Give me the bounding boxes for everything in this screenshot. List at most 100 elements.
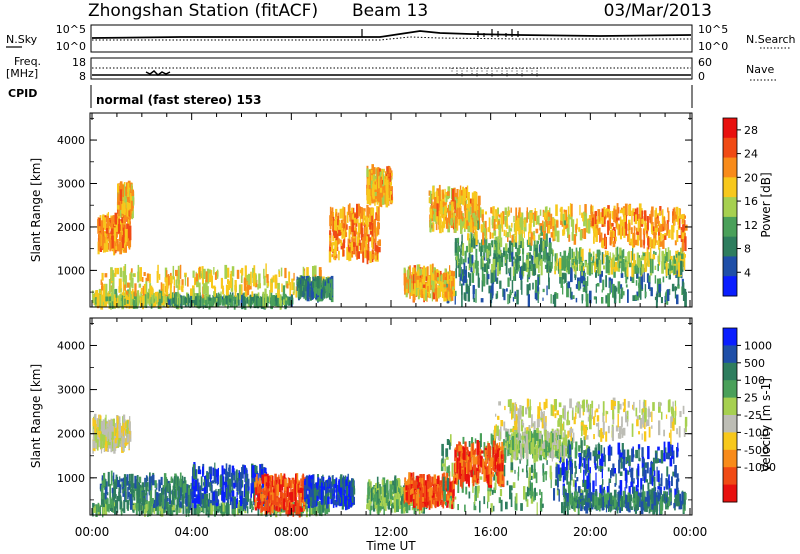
heatmap-cell	[124, 284, 126, 291]
heatmap-cell	[129, 473, 131, 487]
heatmap-cell	[514, 252, 518, 257]
heatmap-cell	[563, 220, 566, 226]
heatmap-cell	[143, 500, 146, 510]
heatmap-cell	[589, 290, 592, 304]
heatmap-cell	[573, 234, 577, 245]
heatmap-cell	[674, 240, 677, 246]
heatmap-cell	[611, 222, 614, 227]
heatmap-cell	[315, 280, 318, 296]
heatmap-cell	[536, 290, 540, 299]
heatmap-cell	[212, 480, 215, 484]
heatmap-cell	[646, 229, 648, 234]
heatmap-cell	[356, 203, 359, 219]
heatmap-cell	[229, 491, 232, 506]
heatmap-cell	[648, 275, 651, 284]
heatmap-cell	[145, 482, 147, 496]
heatmap-cell	[286, 296, 289, 303]
heatmap-cell	[130, 200, 133, 211]
heatmap-cell	[542, 240, 545, 251]
heatmap-cell	[181, 494, 184, 508]
heatmap-cell	[511, 251, 514, 267]
heatmap-cell	[481, 213, 484, 221]
heatmap-cell	[249, 498, 252, 509]
heatmap-cell	[499, 224, 502, 238]
heatmap-cell	[498, 258, 501, 271]
heatmap-cell	[329, 277, 331, 292]
heatmap-cell	[426, 266, 429, 279]
heatmap-cell	[459, 258, 462, 274]
heatmap-cell	[282, 285, 286, 300]
heatmap-cell	[646, 273, 650, 283]
heatmap-cell	[583, 280, 585, 285]
heatmap-cell	[516, 262, 519, 270]
heatmap-cell	[236, 502, 240, 515]
heatmap-cell	[117, 224, 121, 234]
heatmap-cell	[575, 284, 579, 289]
heatmap-cell	[413, 283, 416, 297]
heatmap-cell	[223, 501, 225, 510]
heatmap-cell	[453, 211, 455, 221]
heatmap-cell	[613, 285, 617, 299]
heatmap-cell	[514, 258, 516, 264]
heatmap-cell	[269, 504, 272, 515]
heatmap-cell	[593, 236, 595, 244]
heatmap-cell	[318, 501, 320, 514]
heatmap-cell	[175, 279, 178, 288]
heatmap-cell	[164, 485, 167, 500]
heatmap-cell	[583, 212, 586, 216]
heatmap-cell	[261, 480, 264, 488]
heatmap-cell	[435, 269, 438, 276]
heatmap-cell	[435, 206, 437, 220]
heatmap-cell	[172, 265, 175, 280]
heatmap-cell	[268, 485, 271, 496]
heatmap-cell	[118, 278, 121, 290]
heatmap-cell	[145, 281, 148, 293]
heatmap-cell	[180, 484, 182, 499]
heatmap-cell	[145, 475, 148, 484]
heatmap-cell	[119, 241, 122, 255]
heatmap-cell	[628, 222, 631, 231]
heatmap-cell	[298, 481, 300, 488]
heatmap-cell	[370, 208, 373, 216]
heatmap-cell	[315, 277, 317, 287]
heatmap-cell	[510, 207, 512, 213]
heatmap-cell	[456, 189, 459, 203]
heatmap-cell	[267, 499, 269, 511]
heatmap-cell	[591, 256, 593, 261]
heatmap-cell	[247, 273, 251, 285]
heatmap-cell	[133, 485, 136, 498]
heatmap-cell	[285, 506, 288, 515]
heatmap-cell	[202, 493, 204, 499]
heatmap-cell	[335, 230, 338, 242]
heatmap-cell	[421, 278, 424, 283]
heatmap-cell	[533, 251, 536, 263]
heatmap-cell	[542, 247, 545, 262]
heatmap-cell	[467, 235, 469, 241]
heatmap-cell	[121, 502, 123, 516]
heatmap-cell	[357, 232, 360, 237]
heatmap-cell	[300, 507, 303, 512]
heatmap-cell	[378, 247, 381, 253]
heatmap-cell	[482, 232, 485, 246]
heatmap-cell	[202, 268, 206, 279]
heatmap-cell	[619, 209, 623, 214]
heatmap-cell	[632, 232, 636, 244]
heatmap-cell	[314, 289, 317, 294]
heatmap-cell	[601, 222, 604, 227]
heatmap-cell	[609, 252, 611, 257]
heatmap-cell	[543, 224, 546, 240]
heatmap-cell	[116, 241, 119, 252]
heatmap-cell	[374, 181, 377, 185]
heatmap-cell	[656, 240, 658, 245]
heatmap-cell	[462, 196, 465, 206]
heatmap-cell	[649, 258, 652, 273]
heatmap-cell	[477, 210, 480, 218]
heatmap-cell	[346, 247, 349, 260]
nsearch-label: N.Search	[746, 33, 796, 46]
heatmap-cell	[548, 255, 551, 270]
heatmap-cell	[587, 219, 591, 234]
heatmap-cell	[473, 215, 475, 231]
colorbar-tick-label: 20	[744, 171, 758, 184]
heatmap-cell	[374, 192, 377, 197]
